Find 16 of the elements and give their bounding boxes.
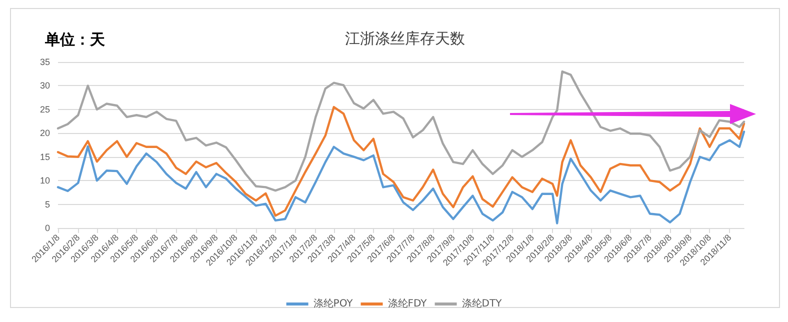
line-series xyxy=(56,70,746,192)
y-tick-label: 10 xyxy=(40,176,50,186)
legend-label: 涤纶DTY xyxy=(462,298,503,310)
y-tick-label: 30 xyxy=(40,80,50,91)
legend-label: 涤纶POY xyxy=(313,298,354,310)
y-tick-label: 25 xyxy=(40,104,50,114)
chart-title: 江浙涤丝库存天数 xyxy=(345,30,465,48)
y-tick-label: 35 xyxy=(40,57,50,67)
y-tick-label: 20 xyxy=(40,128,50,138)
chart-subtitle: 单位：天 xyxy=(44,30,106,48)
line-series xyxy=(56,130,746,224)
y-tick-label: 5 xyxy=(44,199,50,210)
legend-label: 涤纶FDY xyxy=(388,298,428,310)
y-tick-label: 15 xyxy=(40,152,50,162)
y-tick-label: 0 xyxy=(44,223,50,233)
line-series xyxy=(56,106,746,217)
